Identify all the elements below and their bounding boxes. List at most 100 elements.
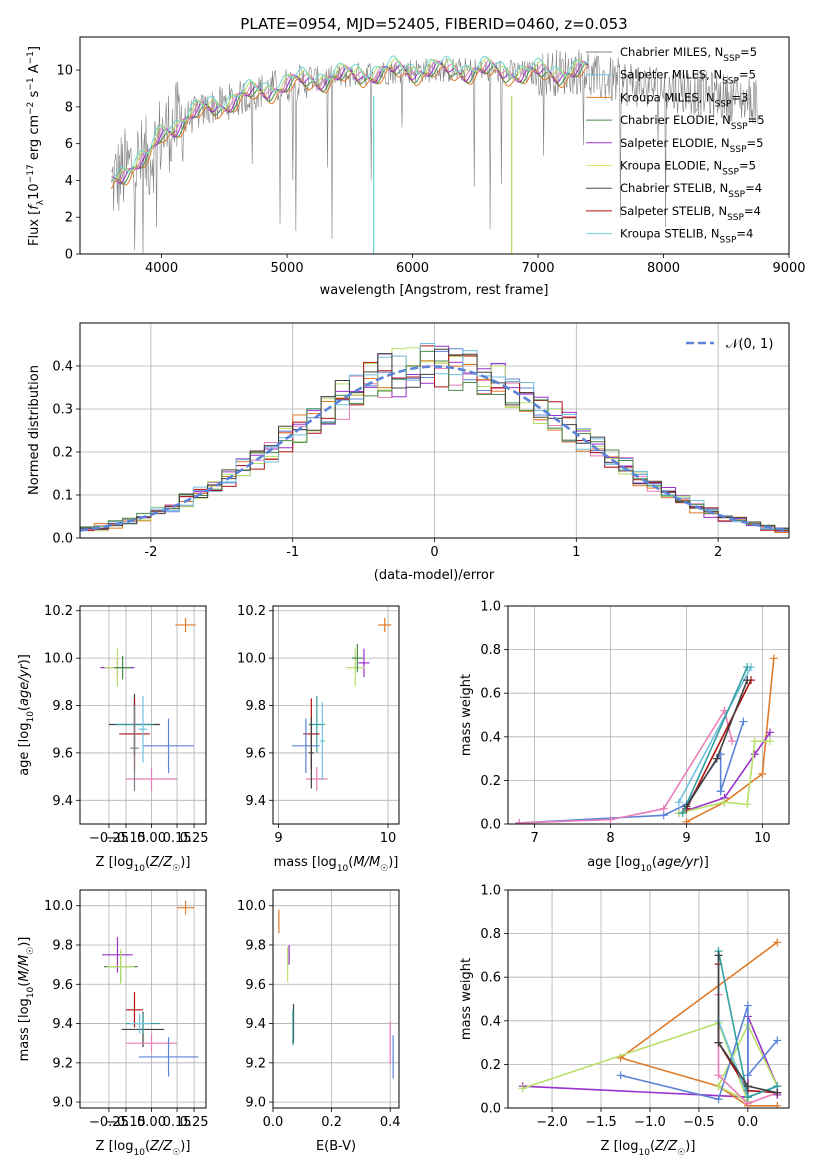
normal-curve (80, 365, 789, 532)
x-tick-label: 0.25 (180, 1115, 209, 1130)
y-axis-label: age [log10(age/yr)] (17, 654, 36, 776)
series-marker (750, 737, 759, 746)
errorbar-point (138, 1037, 199, 1077)
x-tick-label: −0.25 (89, 831, 129, 846)
y-tick-label: 0.6 (480, 687, 501, 702)
model-spectrum (111, 57, 589, 182)
series-marker (773, 1101, 782, 1108)
x-tick-label: 2 (714, 545, 722, 560)
x-tick-label: 7 (530, 831, 538, 846)
y-tick-label: 0.2 (480, 774, 501, 789)
errorbar-point (308, 717, 315, 789)
x-axis-label: Z [log10(Z/Z☉)] (601, 1139, 696, 1158)
series-marker (743, 800, 752, 809)
y-tick-label: 1.0 (480, 600, 501, 615)
errorbar-point (351, 643, 363, 673)
series-marker (743, 676, 752, 685)
y-axis-label: mass weight (459, 674, 474, 756)
x-tick-label: −0.25 (89, 1115, 129, 1130)
legend-label: Salpeter MILES, NSSP=5 (620, 68, 756, 87)
plot-area (292, 617, 392, 791)
series-marker (743, 663, 752, 672)
y-axis-label: Normed distribution (27, 365, 42, 495)
series-marker (518, 1084, 527, 1093)
errorbar-point (378, 617, 392, 633)
series-marker (766, 728, 775, 737)
errorbar-point (175, 617, 196, 633)
plot-area (102, 900, 199, 1077)
y-tick-label: 9.8 (245, 699, 266, 714)
errorbar-point (125, 1033, 178, 1054)
x-tick-label: 10 (754, 831, 771, 846)
y-tick-label: 0.6 (480, 971, 501, 986)
figure-title: PLATE=0954, MJD=52405, FIBERID=0460, z=0… (240, 15, 627, 33)
plot-area (110, 49, 758, 254)
series-marker (766, 737, 775, 746)
plot-area (80, 342, 789, 533)
model-spectrum (111, 55, 589, 181)
series-marker (616, 1071, 625, 1080)
errorbar-point (292, 718, 320, 774)
series-line (678, 666, 752, 803)
series-line (717, 955, 778, 1094)
mass-weight-vs-metallicity-panel: −2.0 −1.5 −1.0 −0.5 0.0 0.0 0.2 0.4 0.6 0.8 1.0 Z [… (459, 884, 790, 1158)
x-tick-label: −0.5 (683, 1115, 715, 1130)
histogram-series (80, 348, 789, 529)
y-tick-label: 10.0 (237, 652, 266, 667)
y-tick-label: 9.0 (245, 1096, 266, 1111)
y-axis-label: Flux [fλ10−17 erg cm−2 s−1 A−1] (26, 46, 46, 246)
y-tick-label: 9.6 (245, 978, 266, 993)
series-line (686, 658, 775, 823)
y-tick-label: 10 (56, 64, 73, 79)
series-marker (758, 769, 767, 778)
y-axis-label: mass weight (459, 958, 474, 1040)
errorbar-point (129, 1013, 150, 1034)
mass-vs-ebv-panel: 0.0 0.2 0.4 9.0 9.2 9.4 9.6 9.8 10.0 E(B-V) (237, 889, 401, 1154)
series-marker (515, 818, 524, 824)
series-marker (606, 815, 615, 824)
mass-vs-metallicity-panel: −0.25−0.150.000.150.25 9.0 9.2 9.4 9.6 9.8 10.… (17, 889, 209, 1158)
errorbar-point (125, 992, 143, 1028)
y-tick-label: 0.2 (480, 1058, 501, 1073)
x-tick-label: -2 (144, 545, 157, 560)
x-tick-label: 0.0 (263, 1115, 284, 1130)
y-tick-label: 0.8 (480, 643, 501, 658)
series-marker (739, 717, 748, 726)
y-tick-label: 0.3 (52, 403, 73, 418)
x-axis-label: Z [log10(Z/Z☉)] (96, 1139, 191, 1158)
series-marker (678, 809, 687, 818)
y-tick-label: 8 (65, 100, 73, 115)
axes-frame (79, 36, 790, 255)
series-marker (773, 1036, 782, 1045)
series-marker (773, 938, 782, 947)
axes-frame (79, 889, 207, 1109)
residual-histogram-panel: -2 -1 0 1 2 0.0 0.1 0.2 0.3 0.4 (data-model)/error… (27, 322, 790, 583)
series-marker (716, 787, 725, 796)
x-tick-label: −0.15 (106, 1115, 146, 1130)
x-tick-label: 9 (274, 831, 282, 846)
legend-label: Kroupa ELODIE, NSSP=5 (620, 159, 756, 178)
series-marker (674, 798, 683, 807)
y-tick-label: 1.0 (480, 884, 501, 899)
x-tick-label: 8000 (647, 261, 680, 276)
x-tick-label: 1 (572, 545, 580, 560)
y-tick-label: 0.2 (52, 446, 73, 461)
legend-label: Salpeter ELODIE, NSSP=5 (620, 136, 763, 155)
x-tick-label: 7000 (521, 261, 554, 276)
y-tick-label: 9.4 (245, 794, 266, 809)
errorbar-point (114, 655, 132, 680)
series-line (685, 679, 748, 807)
series-marker (714, 951, 723, 960)
series-marker (773, 1088, 782, 1097)
legend-label: Kroupa MILES, NSSP=3 (620, 90, 748, 109)
y-axis-label: mass [log10(M/M☉)] (17, 937, 36, 1062)
y-tick-label: 10.0 (44, 652, 73, 667)
series-line (678, 731, 771, 814)
y-tick-label: 0.4 (480, 730, 501, 745)
series-marker (743, 1082, 752, 1091)
errorbar-point (138, 696, 148, 763)
age-vs-mass-panel: 9 10 9.4 9.6 9.8 10.0 10.2 mass [log10(M/M☉)] (237, 604, 400, 874)
y-tick-label: 10.2 (44, 604, 73, 619)
mass-weight-vs-age-panel: 7 8 9 10 0.0 0.2 0.4 0.6 0.8 1.0 age [log10(age/yr… (459, 600, 790, 874)
series-marker (720, 798, 729, 807)
